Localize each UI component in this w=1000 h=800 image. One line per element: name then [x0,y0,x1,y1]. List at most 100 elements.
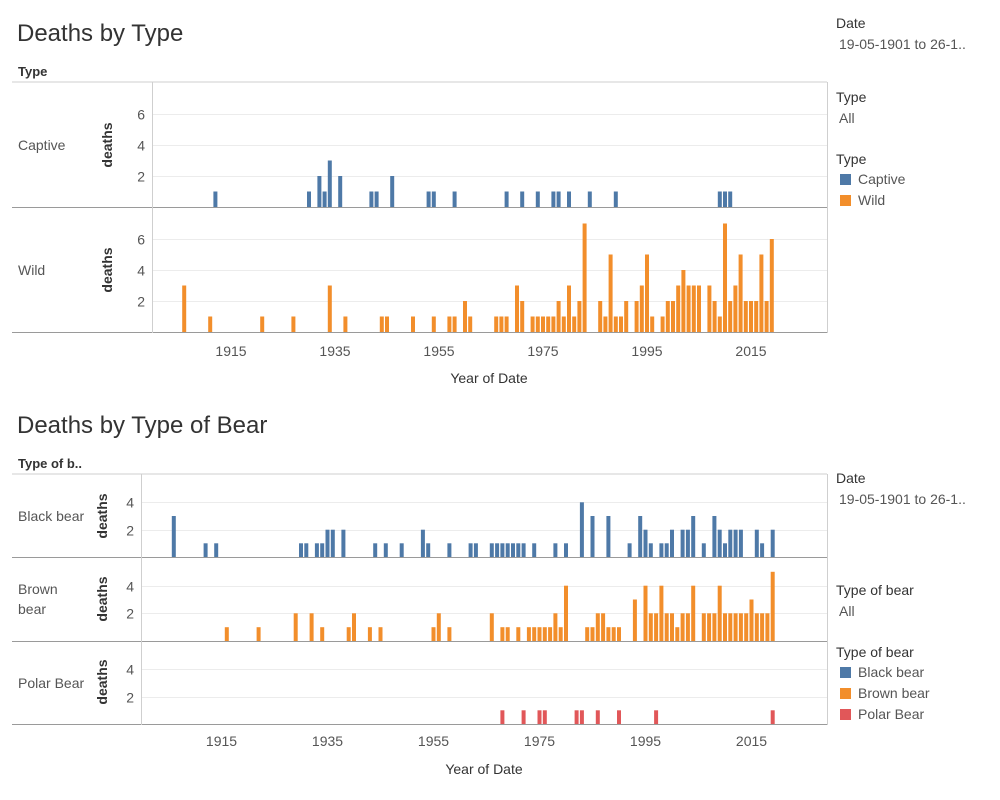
chart2-bar-black-bear-2003[interactable] [685,529,690,557]
chart2-bar-brown-bear-1997[interactable] [654,613,659,641]
chart1-bar-captive-1912[interactable] [213,191,218,208]
chart2-bar-black-bear-1954[interactable] [426,543,431,557]
chart2-bar-brown-bear-2006[interactable] [701,613,706,641]
chart1-bar-wild-1911[interactable] [208,316,213,333]
chart2-bar-brown-bear-2017[interactable] [760,613,765,641]
chart2-bar-brown-bear-1971[interactable] [516,627,521,641]
chart2-bar-black-bear-1972[interactable] [521,543,526,557]
chart2-bar-brown-bear-2011[interactable] [728,613,733,641]
chart1-bar-captive-1989[interactable] [613,191,618,208]
chart1-bar-captive-1930[interactable] [307,191,311,208]
chart1-bar-wild-1980[interactable] [567,285,571,333]
chart2-bar-brown-bear-2007[interactable] [707,613,712,641]
chart2-bar-black-bear-1988[interactable] [606,516,611,557]
chart1-bar-wild-2003[interactable] [686,285,691,333]
chart2-bar-brown-bear-1968[interactable] [500,627,505,641]
chart2-bar-black-bear-2019[interactable] [770,529,775,557]
chart2-bar-brown-bear-1985[interactable] [590,627,595,641]
chart1-bar-captive-1971[interactable] [520,191,525,208]
legend-item-captive[interactable]: Captive [840,171,905,187]
chart2-bar-brown-bear-2012[interactable] [733,613,738,641]
chart2-bar-black-bear-1962[interactable] [468,543,473,557]
chart1-bar-wild-2012[interactable] [733,285,738,333]
chart2-bar-brown-bear-1929[interactable] [293,613,298,641]
chart1-bar-wild-2017[interactable] [759,254,764,333]
chart2-bar-brown-bear-2003[interactable] [685,613,690,641]
chart2-bar-black-bear-2004[interactable] [691,516,696,557]
legend-item-polar-bear[interactable]: Polar Bear [840,706,924,722]
chart2-bar-brown-bear-1922[interactable] [256,627,261,641]
chart1-bar-wild-2018[interactable] [764,301,769,332]
bear-filter-value[interactable]: All [839,603,855,619]
chart2-bar-brown-bear-1956[interactable] [436,613,441,641]
chart2-bar-black-bear-1938[interactable] [341,529,346,557]
chart1-bar-wild-1994[interactable] [639,285,644,333]
chart2-bar-brown-bear-2018[interactable] [765,613,770,641]
chart2-bar-brown-bear-1945[interactable] [378,627,383,641]
chart1-bar-wild-2008[interactable] [712,301,717,332]
chart2-bar-black-bear-2013[interactable] [738,529,743,557]
chart2-bar-black-bear-1992[interactable] [627,543,632,557]
chart1-bar-wild-1986[interactable] [598,301,603,332]
chart1-bar-wild-1967[interactable] [499,316,504,333]
chart2-bar-brown-bear-1999[interactable] [664,613,669,641]
chart1-bar-wild-2015[interactable] [749,301,753,332]
chart1-bar-wild-1996[interactable] [650,316,655,333]
chart2-bar-black-bear-1935[interactable] [325,529,330,557]
chart2-bar-black-bear-1936[interactable] [330,529,335,557]
chart2-bar-brown-bear-1998[interactable] [659,585,664,641]
chart1-bar-wild-1991[interactable] [624,301,629,332]
chart2-bar-black-bear-2000[interactable] [670,529,674,557]
chart1-bar-captive-2009[interactable] [717,191,722,208]
chart2-bar-black-bear-1906[interactable] [171,516,176,557]
chart1-bar-wild-2013[interactable] [738,254,743,333]
chart1-bar-wild-2005[interactable] [697,285,701,333]
chart2-bar-brown-bear-2002[interactable] [680,613,685,641]
chart1-bar-wild-1973[interactable] [530,316,535,333]
chart1-bar-wild-2000[interactable] [671,301,675,332]
chart1-bar-wild-1957[interactable] [447,316,452,333]
chart1-bar-captive-2011[interactable] [728,191,733,208]
chart2-bar-polar-bear-2019[interactable] [770,710,775,724]
chart2-bar-black-bear-1971[interactable] [516,543,521,557]
chart1-bar-wild-1961[interactable] [468,316,473,333]
chart1-bar-captive-2010[interactable] [723,191,727,208]
chart2-bar-brown-bear-1969[interactable] [505,627,510,641]
chart1-bar-wild-1944[interactable] [379,316,384,333]
chart2-bar-brown-bear-1940[interactable] [352,613,356,641]
legend-item-brown-bear[interactable]: Brown bear [840,685,930,701]
chart2-bar-black-bear-1963[interactable] [473,543,478,557]
chart2-bar-polar-bear-1990[interactable] [617,710,621,724]
chart1-bar-wild-1937[interactable] [343,316,348,333]
legend-item-black-bear[interactable]: Black bear [840,664,924,680]
chart2-bar-black-bear-1967[interactable] [495,543,500,557]
chart1-bar-captive-1936[interactable] [338,176,343,207]
chart2-bar-black-bear-1978[interactable] [553,543,558,557]
chart2-bar-brown-bear-1958[interactable] [447,627,452,641]
chart2-bar-black-bear-1934[interactable] [320,543,325,557]
chart2-bar-brown-bear-1995[interactable] [643,585,648,641]
chart2-bar-brown-bear-1979[interactable] [558,627,563,641]
chart1-bar-wild-1970[interactable] [515,285,519,333]
chart2-bar-black-bear-1946[interactable] [383,543,388,557]
chart1-bar-wild-1906[interactable] [182,285,187,333]
chart1-bar-wild-2009[interactable] [717,316,722,333]
chart2-bar-brown-bear-1977[interactable] [548,627,553,641]
chart2-bar-polar-bear-1968[interactable] [500,710,505,724]
chart1-bar-wild-1960[interactable] [463,301,467,332]
chart2-bar-polar-bear-1975[interactable] [537,710,542,724]
chart2-bar-brown-bear-1975[interactable] [537,627,542,641]
chart2-bar-brown-bear-1943[interactable] [367,627,372,641]
chart1-bar-captive-1942[interactable] [369,191,374,208]
date-filter-value-bottom[interactable]: 19-05-1901 to 26-1.. [839,491,966,507]
chart2-bar-polar-bear-1983[interactable] [579,710,584,724]
chart1-bar-wild-1993[interactable] [634,301,639,332]
chart2-bar-black-bear-2009[interactable] [717,529,722,557]
chart2-bar-black-bear-1944[interactable] [373,543,378,557]
chart1-bar-wild-1934[interactable] [327,285,332,333]
chart1-bar-wild-1978[interactable] [556,301,561,332]
chart2-bar-brown-bear-2009[interactable] [717,585,722,641]
chart1-bar-wild-1966[interactable] [494,316,499,333]
chart1-bar-wild-1950[interactable] [411,316,415,333]
chart2-bar-black-bear-1980[interactable] [564,543,568,557]
